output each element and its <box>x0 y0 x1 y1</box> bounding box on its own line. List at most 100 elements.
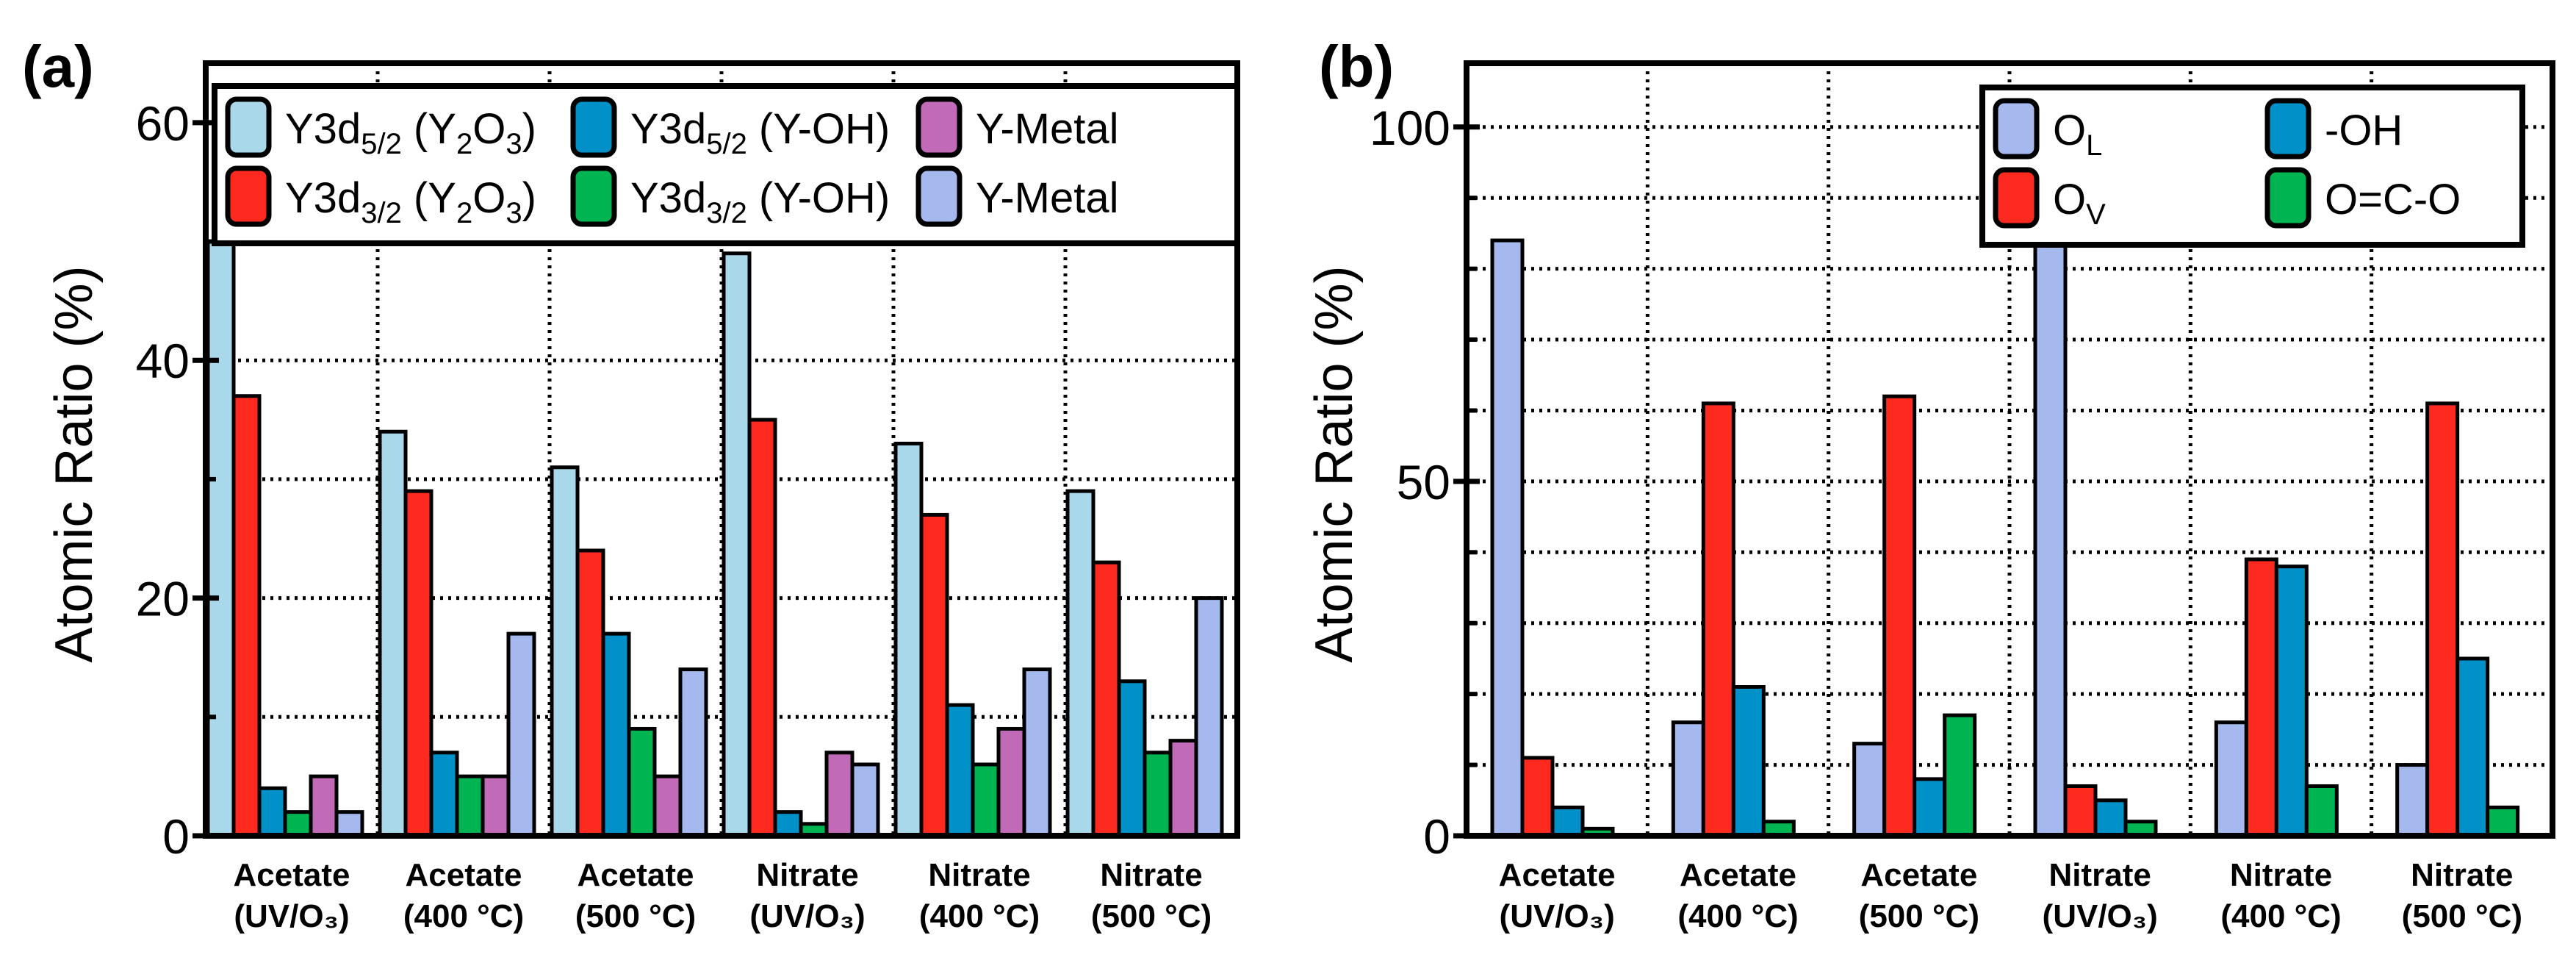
legend-item: O=C-O <box>2264 167 2461 229</box>
bar-Y3d5-2-Y-OH--1 <box>429 751 459 838</box>
legend-label-part: O <box>2053 107 2086 154</box>
legend-label: Y3d3/2​ (Y2​O3​) <box>285 174 536 229</box>
panel-a: 0 20 40 60 Atomic Ratio (%) (a) Acetate (UV/O₃)… <box>22 34 1240 934</box>
x-tick-label-line: Acetate <box>406 857 522 893</box>
legend-label-part: 5/2 <box>361 128 402 160</box>
legend-swatch <box>225 165 272 227</box>
bar-Y-Metal-2 <box>652 774 683 838</box>
legend: OL​ OV​ -OH O=C-O <box>1979 85 2525 248</box>
legend-swatch <box>225 96 272 158</box>
y-tick-label: 50 <box>1397 455 1450 509</box>
x-tick-label-line: (400 °C) <box>2220 898 2341 934</box>
bar-Y3d5-2-Y-OH--4 <box>945 703 975 838</box>
bar-Y-Metal-1 <box>506 631 536 838</box>
legend-item: Y3d3/2​ (Y2​O3​) <box>225 165 536 229</box>
bar-OV-2 <box>1882 394 1917 838</box>
x-tick-label: Acetate (400 °C) <box>403 857 524 934</box>
y-tick-label: 100 <box>1370 101 1450 155</box>
legend-label-part: 2 <box>456 128 472 160</box>
legend-label: -OH <box>2325 107 2403 154</box>
x-tick-label: Nitrate (UV/O₃) <box>749 857 865 934</box>
legend-swatch <box>2264 98 2311 160</box>
bar-OL-0 <box>1490 238 1525 838</box>
bar-Y-Metal-5 <box>1194 596 1224 838</box>
legend-label-part: (Y-OH) <box>747 105 890 153</box>
bar-Y3d3-2-Y2O3--4 <box>919 512 949 838</box>
x-tick-label-line: (400 °C) <box>403 898 524 934</box>
legend-item: OV​ <box>1993 167 2106 231</box>
legend-label-part: 3 <box>506 197 522 229</box>
legend-label-part: ) <box>522 105 536 153</box>
x-tick-label: Acetate (UV/O₃) <box>234 857 350 934</box>
legend-label-part: Y3d <box>630 174 706 222</box>
legend-label-part: O <box>2053 176 2086 223</box>
legend-label: Y3d5/2​ (Y2​O3​) <box>285 105 536 160</box>
bar-Y3d5-2-Y-OH--3 <box>773 810 803 838</box>
bar-OV-5 <box>2425 401 2460 838</box>
legend-label-part: 3/2 <box>361 197 402 229</box>
y-tick-label: 0 <box>162 809 190 864</box>
bar-Y3d3-2-Y-OH--5 <box>1143 751 1173 838</box>
legend-swatch <box>570 96 617 158</box>
legend-label-part: Y3d <box>285 174 361 222</box>
bar-Y3d5-2-Y2O3--5 <box>1065 489 1095 838</box>
bar-Y3d5-2-Y2O3--0 <box>206 240 236 838</box>
x-tick-label-line: Acetate <box>1680 857 1796 893</box>
bar-Y-Metal-1 <box>481 774 511 838</box>
bar-Y3d5-2-Y-OH--5 <box>1117 679 1147 838</box>
x-tick-label-line: (500 °C) <box>1091 898 1212 934</box>
bar-OL-1 <box>1671 720 1705 838</box>
legend-box <box>1979 85 2525 248</box>
x-tick-label-line: Acetate <box>234 857 350 893</box>
bar-Y3d5-2-Y2O3--2 <box>550 465 580 838</box>
legend-label-part: Y-Metal <box>976 105 1119 153</box>
bar-Y3d3-2-Y-OH--0 <box>283 810 313 838</box>
x-tick-label-line: Acetate <box>1499 857 1616 893</box>
x-tick-label-line: (500 °C) <box>2402 898 2522 934</box>
x-tick-label-line: Nitrate <box>1100 857 1202 893</box>
legend: Y3d5/2​ (Y2​O3​)Y3d3/2​ (Y2​O3​)Y3d5/2​ … <box>212 83 1240 246</box>
x-tick-label-line: Nitrate <box>756 857 858 893</box>
x-tick-label: Acetate (UV/O₃) <box>1499 857 1616 934</box>
bar-OV-3 <box>2063 784 2098 838</box>
legend-item: -OH <box>2264 98 2403 160</box>
plot-frame <box>1464 60 2555 839</box>
y-tick-label: 40 <box>136 334 190 388</box>
x-tick-label-line: Nitrate <box>2411 857 2513 893</box>
x-tick-label-line: (400 °C) <box>919 898 1040 934</box>
y-axis-label: Atomic Ratio (%) <box>45 265 104 662</box>
legend-label-part: (Y-OH) <box>747 174 890 222</box>
legend-label-part: 3 <box>506 128 522 160</box>
y-tick-label: 60 <box>136 96 190 151</box>
bar-OL-2 <box>1852 742 1887 838</box>
legend-label-part: -OH <box>2325 107 2403 154</box>
bar-OL-4 <box>2214 720 2248 838</box>
legend-label-part: 5/2 <box>706 128 747 160</box>
bar-Y3d3-2-Y-OH--4 <box>971 762 1001 838</box>
legend-swatch <box>2264 167 2311 229</box>
legend-label: OL​ <box>2053 107 2102 162</box>
legend-label: Y3d3/2​ (Y-OH) <box>630 174 890 229</box>
legend-item: Y-Metal <box>915 96 1119 158</box>
legend-swatch <box>1993 167 2040 229</box>
legend-label-part: V <box>2086 198 2106 231</box>
bar-Y-Metal-3 <box>850 762 880 838</box>
legend-item: Y-Metal <box>915 165 1119 227</box>
legend-box <box>212 83 1240 246</box>
legend-label: Y3d5/2​ (Y-OH) <box>630 105 890 160</box>
legend-item: Y3d5/2​ (Y2​O3​) <box>225 96 536 160</box>
legend-label-part: ) <box>522 174 536 222</box>
bar-Y3d3-2-Y2O3--1 <box>403 489 433 838</box>
legend-label: Y-Metal <box>976 174 1119 222</box>
x-tick-label: Acetate (500 °C) <box>575 857 696 934</box>
bar-Y-Metal-4 <box>1022 667 1052 838</box>
legend-label-part: O <box>472 174 506 222</box>
legend-label-part: O=C-O <box>2325 176 2461 223</box>
legend-label-part: (Y <box>402 174 456 222</box>
bar-Y3d3-2-Y2O3--0 <box>231 394 262 838</box>
bar-Y-Metal-4 <box>996 726 1026 838</box>
x-tick-label-line: (UV/O₃) <box>749 898 865 934</box>
legend-label-part: 2 <box>456 197 472 229</box>
y-tick-label: 20 <box>136 572 190 626</box>
